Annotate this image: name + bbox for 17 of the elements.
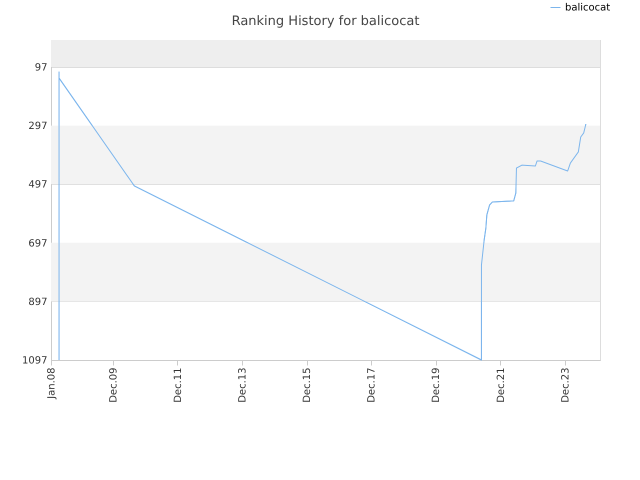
x-tick-label: Dec.11	[172, 368, 184, 403]
y-tick-label: 297	[28, 121, 48, 132]
x-tick-label: Dec.19	[431, 368, 442, 403]
x-tick-label: Jan.08	[46, 368, 58, 400]
y-tick-label: 1097	[22, 356, 48, 366]
x-tick-label: Dec.23	[560, 368, 572, 403]
y-tick-label: 897	[28, 296, 48, 308]
x-tick-label: Dec.17	[366, 368, 378, 403]
y-tick-label: 497	[28, 180, 48, 191]
x-tick-label: Dec.09	[108, 368, 120, 403]
y-tick-label: 97	[34, 62, 48, 74]
x-tick-label: Dec.13	[238, 368, 249, 403]
legend-label: balicocat	[565, 2, 610, 14]
x-tick-label: Dec.15	[302, 368, 314, 403]
y-tick-label: 697	[28, 238, 48, 250]
chart-title: Ranking History for balicocat	[232, 14, 420, 29]
x-tick-label: Dec.21	[496, 368, 507, 403]
